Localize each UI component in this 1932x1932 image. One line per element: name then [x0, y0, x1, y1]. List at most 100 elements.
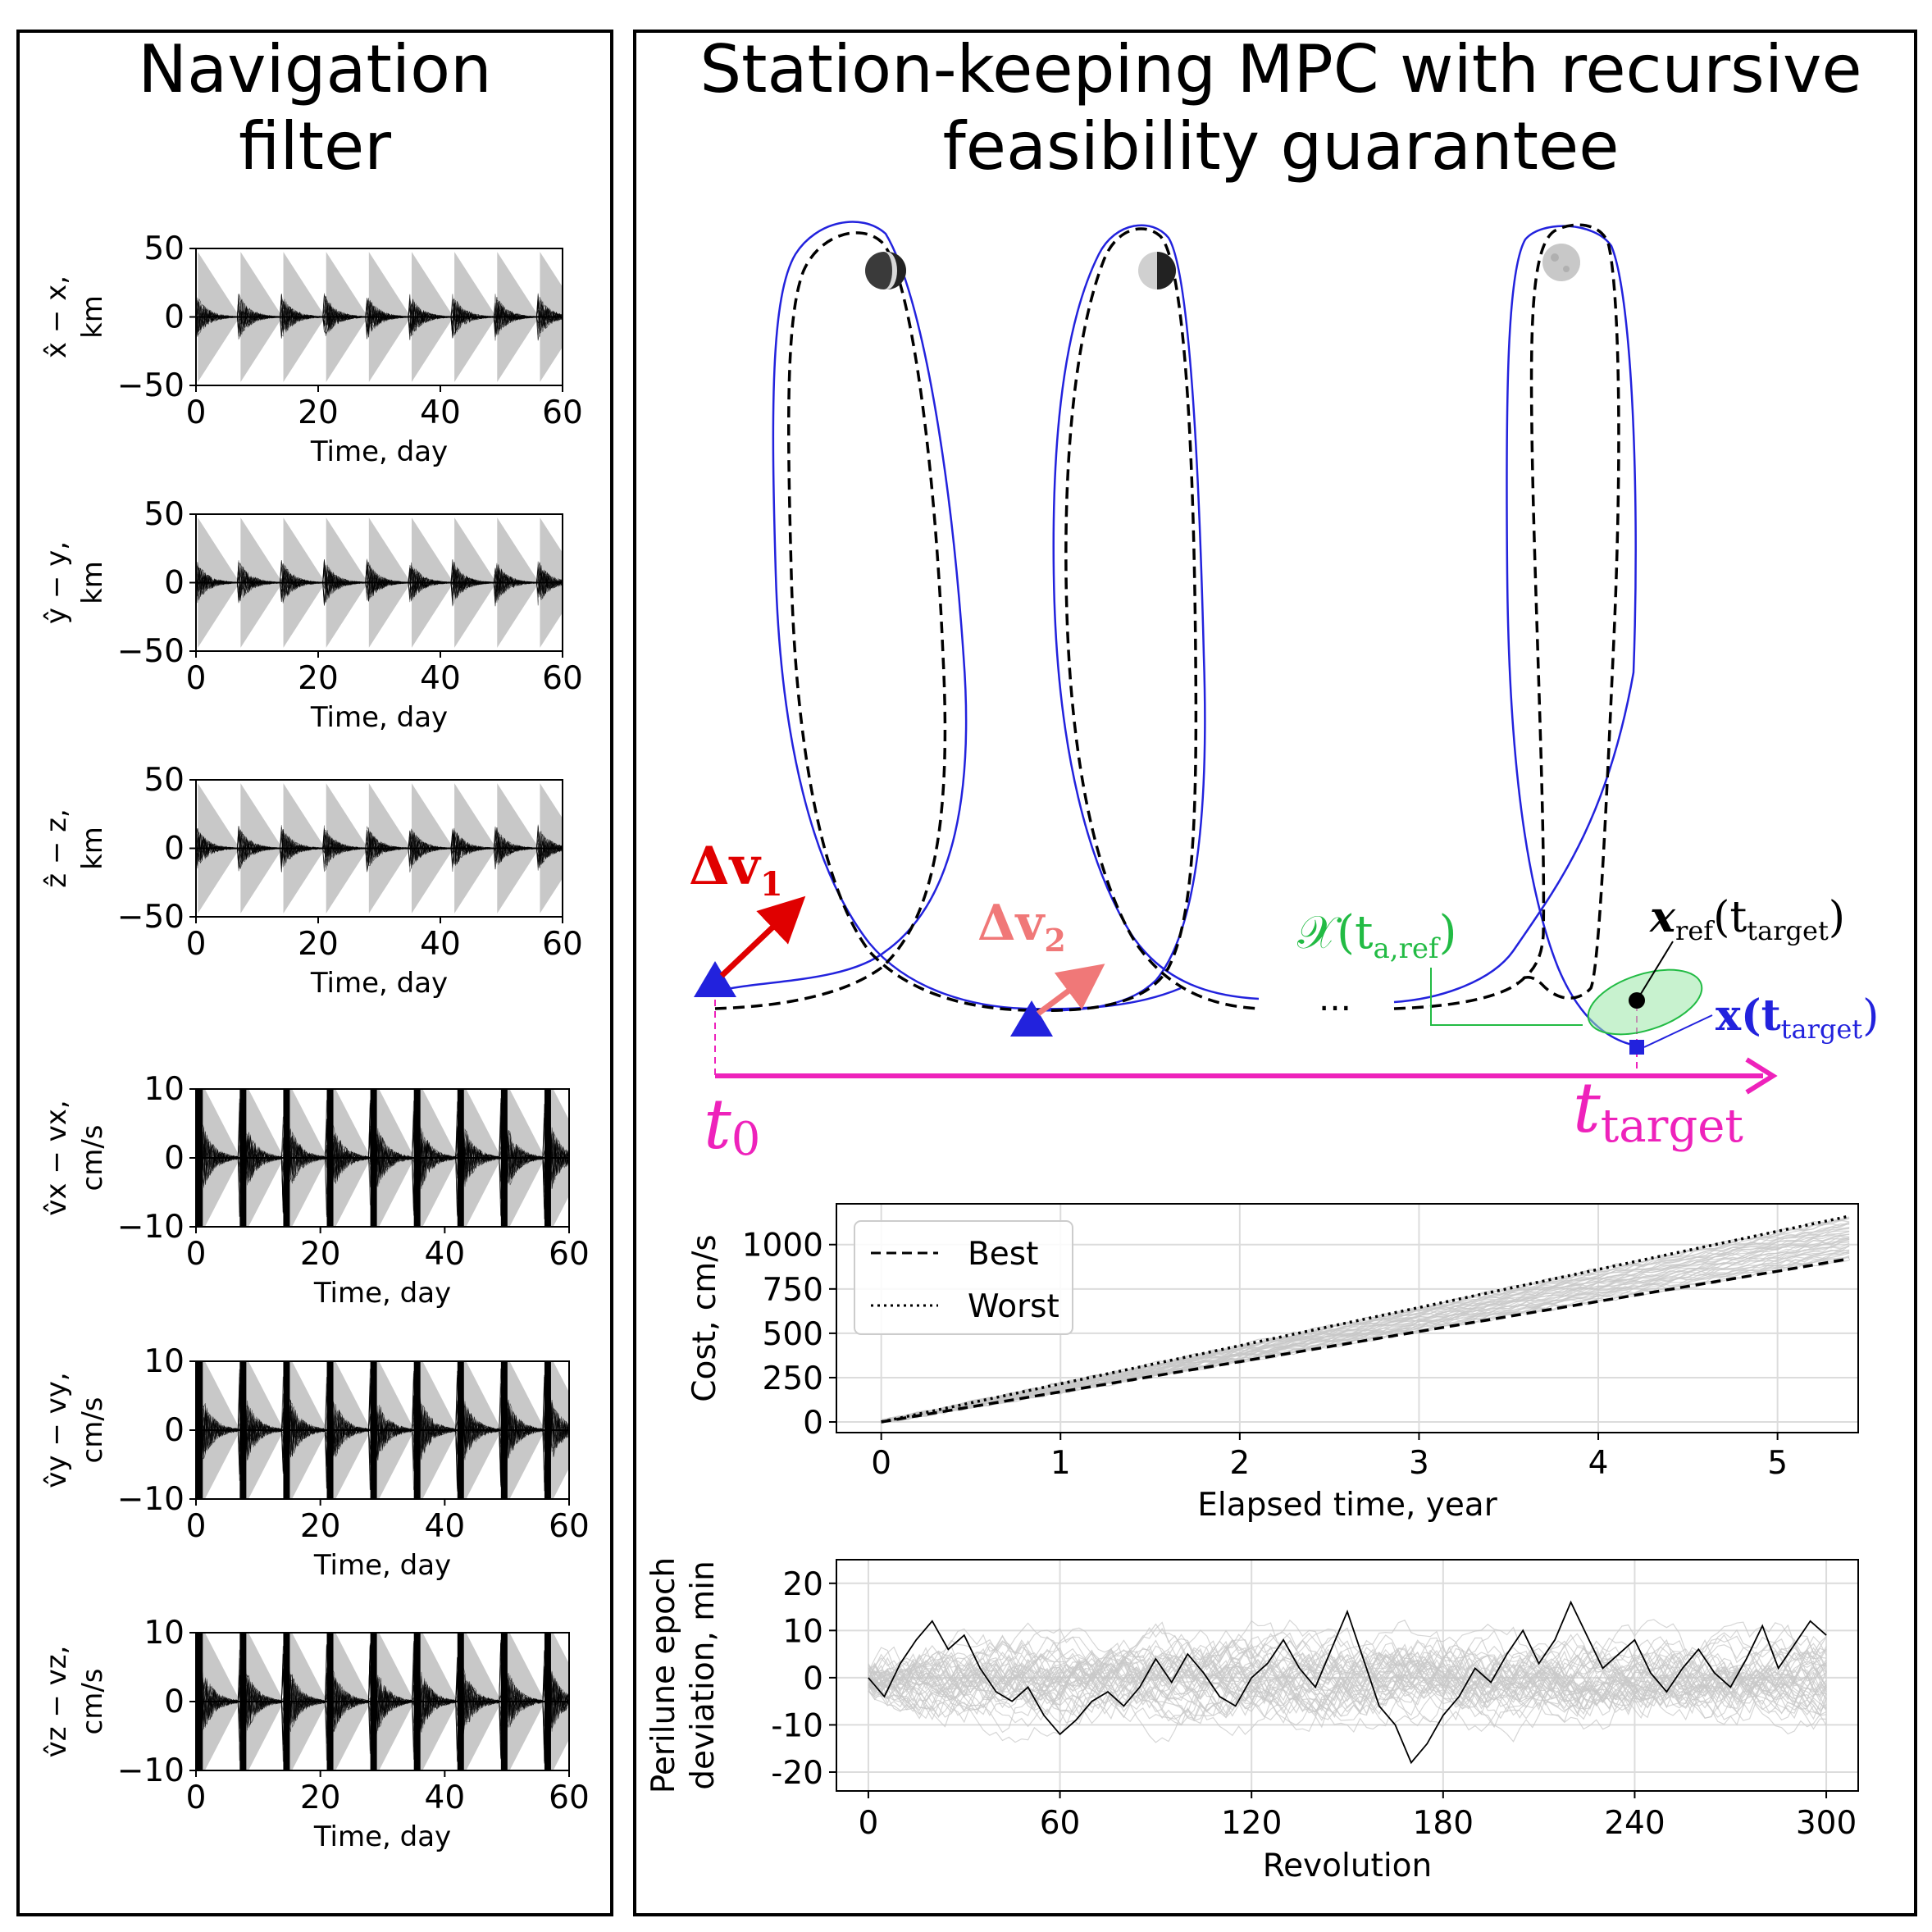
- x-tick-label: 60: [549, 1779, 590, 1816]
- ellipsis: ...: [1319, 978, 1351, 1018]
- plot-area: [196, 1633, 569, 1770]
- y-tick-label: 0: [164, 1684, 185, 1720]
- x-tick-label: 0: [186, 1508, 207, 1545]
- y-tick-label: 1000: [742, 1228, 823, 1264]
- y-axis-label: cm/s: [76, 1125, 109, 1192]
- x-tick-label: 20: [298, 660, 339, 697]
- y-tick-label: 500: [763, 1316, 823, 1353]
- x-axis-label: Time, day: [310, 967, 448, 1000]
- x-tick-label: 4: [1588, 1445, 1609, 1482]
- y-tick-label: 50: [144, 230, 185, 267]
- x-axis-label: Time, day: [310, 435, 448, 468]
- orbit1-actual: [713, 221, 1182, 1010]
- deviation-sample-line: [868, 1637, 1827, 1717]
- x-tick-label: 60: [542, 394, 583, 431]
- series-line-best: [881, 1257, 1850, 1424]
- error-trace: [196, 560, 563, 602]
- deviation-sample-line: [868, 1619, 1827, 1720]
- y-tick-label: 0: [803, 1661, 823, 1697]
- error-trace: [196, 1646, 569, 1761]
- y-tick-label: 50: [144, 496, 185, 533]
- dv2-arrow: [1036, 964, 1105, 1016]
- right-panel-frame: [633, 30, 1917, 1916]
- actual-target-point: [1629, 1040, 1644, 1055]
- deviation-sample-line: [868, 1622, 1827, 1720]
- orbit3-reference: [1393, 223, 1620, 1010]
- y-axis-label: ẑ − z,: [40, 809, 73, 888]
- x-tick-label: 5: [1767, 1445, 1788, 1482]
- y-tick-label: 0: [803, 1405, 823, 1442]
- y-axis-label: km: [76, 827, 109, 870]
- orbit-diagram: ... Δv1 Δv2 𝒳(ta,ref) xref(ttarget) x(tt…: [689, 221, 1879, 1166]
- plot-area: [836, 1204, 1858, 1433]
- target-set-ellipse: [1587, 968, 1703, 1036]
- y-axis-label: cm/s: [76, 1397, 109, 1464]
- set-label-leader: [1430, 968, 1583, 1026]
- y-tick-label: 10: [144, 1071, 185, 1108]
- x-axis-label: Time, day: [310, 701, 448, 734]
- y-axis-label: Perilune epoch: [645, 1557, 682, 1793]
- y-tick-label: 0: [164, 1140, 185, 1177]
- deviation-sample-line: [868, 1638, 1827, 1733]
- y-tick-label: −10: [117, 1209, 185, 1246]
- x-axis-label: Time, day: [313, 1820, 451, 1853]
- error-trace: [196, 1100, 569, 1207]
- perilune-chart: 20 10 0 -10 -20 0 60 120 180 240 300 Revolution Peri…: [645, 1557, 1859, 1884]
- x-tick-label: 40: [420, 660, 461, 697]
- impulse-2-marker: [1010, 1000, 1053, 1037]
- x-tick-label: 40: [420, 394, 461, 431]
- x-tick-label: 0: [186, 1236, 207, 1273]
- plot-area: [196, 1089, 569, 1227]
- left-panel-frame: [16, 30, 613, 1916]
- left-title-line1: Navigation: [138, 31, 491, 107]
- dv1-arrow: [719, 895, 806, 978]
- x-tick-label: 120: [1221, 1805, 1282, 1842]
- plot-area: [196, 783, 563, 914]
- deviation-sample-line: [868, 1628, 1827, 1718]
- x-axis-label: Elapsed time, year: [1197, 1487, 1497, 1524]
- y-tick-label: 0: [164, 299, 185, 336]
- x-tick-label: 20: [300, 1236, 341, 1273]
- y-tick-label: −10: [117, 1752, 185, 1789]
- x-tick-label: 0: [859, 1805, 879, 1842]
- y-axis-label: x̂ − x,: [40, 276, 73, 358]
- orbit1-reference: [714, 231, 1034, 1012]
- left-title-line2: filter: [239, 108, 391, 185]
- y-axis-label: ŷ − y,: [40, 541, 73, 624]
- impulse-1-marker: [694, 961, 736, 997]
- y-tick-label: −10: [117, 1481, 185, 1518]
- x-tick-label: 0: [186, 1779, 207, 1816]
- x-tick-label: 3: [1409, 1445, 1429, 1482]
- x-tick-label: 20: [300, 1508, 341, 1545]
- y-axis-label: v̂y − vy,: [40, 1372, 73, 1488]
- x-target-label: x(ttarget): [1716, 991, 1879, 1045]
- x-tick-label: 60: [549, 1508, 590, 1545]
- reference-target-leader: [1636, 941, 1674, 1001]
- error-trace: [196, 1369, 569, 1489]
- error-trace: [196, 298, 563, 336]
- error-trace: [196, 1098, 569, 1219]
- y-tick-label: 10: [782, 1613, 823, 1650]
- y-tick-label: 10: [144, 1615, 185, 1652]
- moon-icon: [865, 252, 906, 289]
- orbit2-reference: [1032, 227, 1262, 1013]
- error-trace: [196, 300, 563, 340]
- error-trace: [196, 1645, 569, 1738]
- dv1-label: Δv1: [689, 836, 783, 904]
- error-trace: [196, 830, 563, 868]
- error-trace: [196, 1639, 569, 1745]
- y-tick-label: −50: [117, 367, 185, 404]
- deviation-sample-line: [868, 1628, 1827, 1720]
- legend-label-worst: Worst: [968, 1288, 1059, 1325]
- plot-area: [196, 1361, 569, 1499]
- right-title-line2: feasibility guarantee: [943, 108, 1620, 185]
- plot-frame: [836, 1559, 1859, 1792]
- x-tick-label: 0: [186, 660, 207, 697]
- x-tick-label: 20: [298, 926, 339, 963]
- y-axis-label: cm/s: [76, 1669, 109, 1735]
- x-tick-label: 180: [1413, 1805, 1474, 1842]
- x-tick-label: 60: [542, 660, 583, 697]
